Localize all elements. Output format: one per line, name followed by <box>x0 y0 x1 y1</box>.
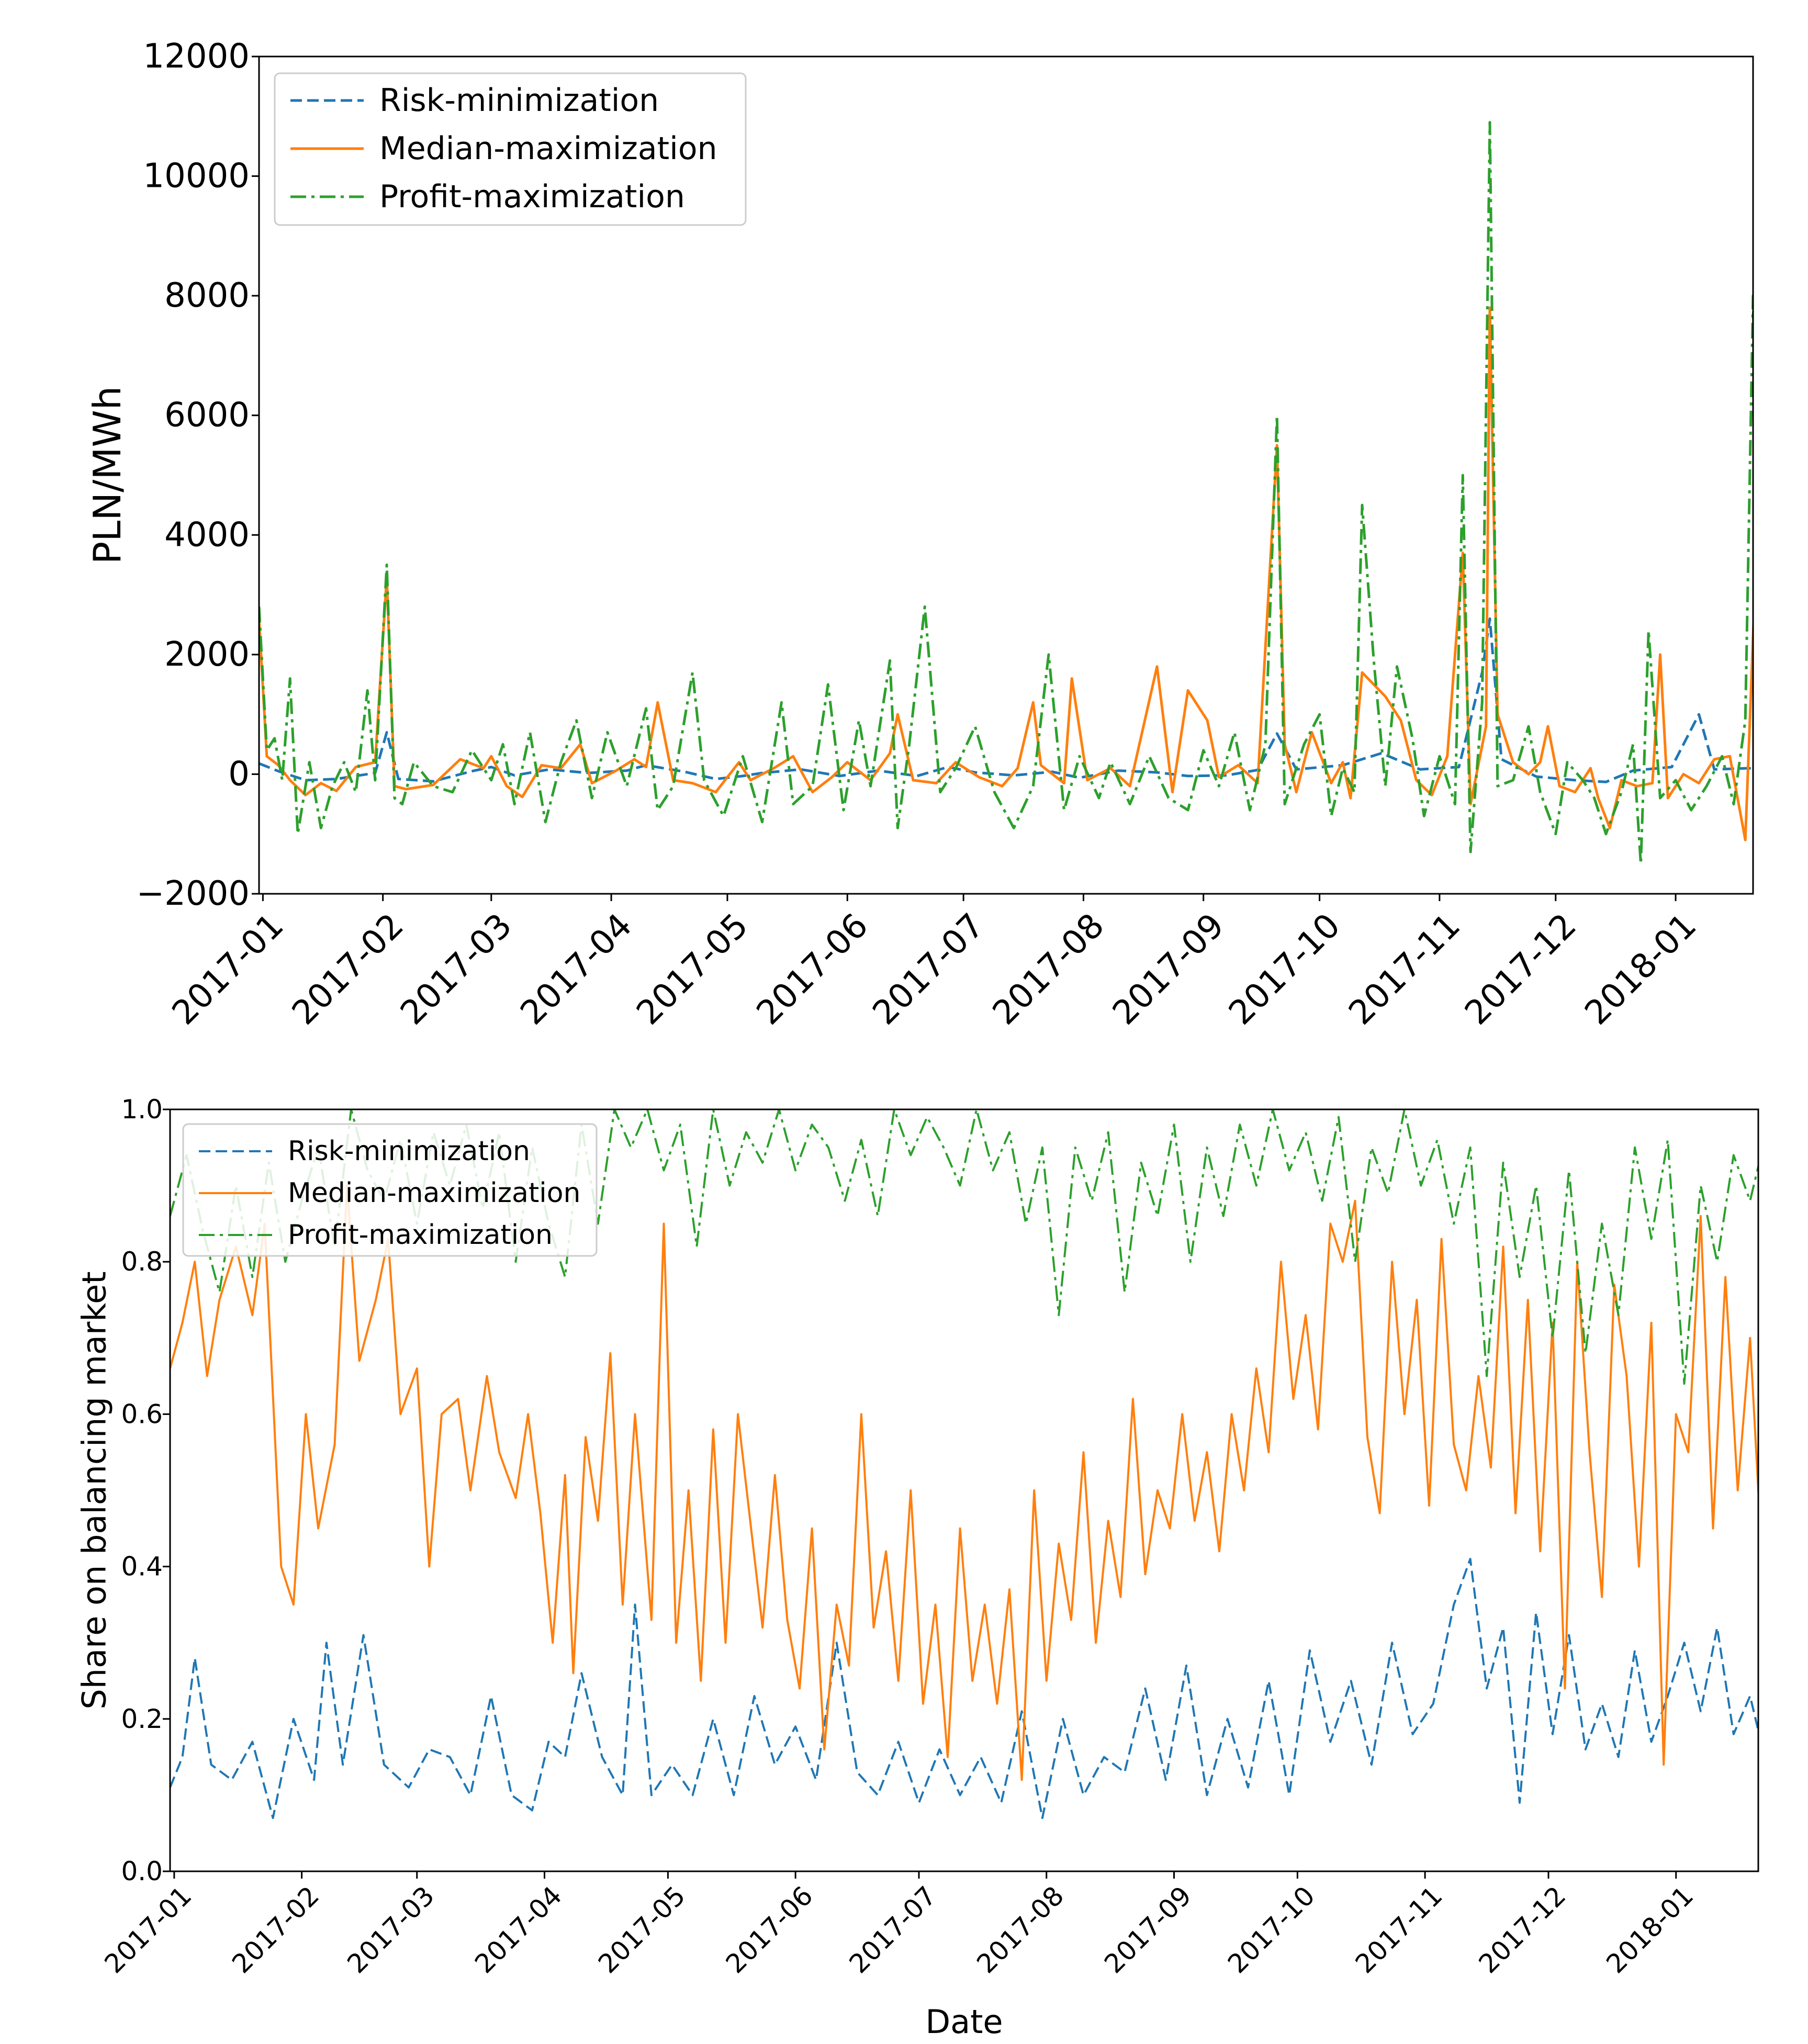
x-tick-label: 2017-09 <box>1105 906 1231 1032</box>
x-tick-label: 2017-11 <box>1350 1880 1448 1979</box>
x-tick-label: 2017-04 <box>513 906 639 1032</box>
y-tick-label: −2000 <box>137 874 250 913</box>
y-tick-label: 0.6 <box>121 1399 163 1429</box>
series-line-median-maximization <box>170 1184 1758 1781</box>
series-line-median-maximization <box>259 306 1753 841</box>
x-tick-label: 2017-08 <box>971 1880 1070 1979</box>
x-tick-label: 2017-01 <box>99 1880 198 1979</box>
legend-label: Risk-minimization <box>379 82 659 119</box>
x-tick-label: 2017-12 <box>1458 906 1584 1032</box>
x-axis-label: Date <box>925 2003 1003 2041</box>
x-tick-label: 2017-05 <box>592 1880 691 1979</box>
x-tick-label: 2017-04 <box>469 1880 568 1979</box>
series-line-risk-minimization <box>170 1558 1758 1820</box>
x-tick-label: 2017-02 <box>226 1880 325 1979</box>
legend: Risk-minimization Median-maximization Prof… <box>182 1123 598 1257</box>
legend-label: Profit-maximization <box>379 178 685 215</box>
x-tick-label: 2017-03 <box>393 906 519 1032</box>
legend: Risk-minimization Median-maximization Prof… <box>274 72 747 226</box>
x-tick-label: 2017-07 <box>866 906 992 1032</box>
series-line-risk-minimization <box>259 617 1753 783</box>
legend-label: Risk-minimization <box>288 1136 530 1167</box>
y-tick-label: 12000 <box>143 37 250 76</box>
plot-frame <box>258 55 1754 895</box>
y-tick-label: 0.4 <box>121 1552 163 1582</box>
x-tick-label: 2017-01 <box>165 906 291 1032</box>
y-tick-label: 2000 <box>164 635 250 674</box>
x-tick-label: 2017-06 <box>749 906 875 1032</box>
y-axis-label: PLN/MWh <box>85 386 129 565</box>
y-tick-label: 0.2 <box>121 1704 163 1734</box>
x-tick-label: 2017-10 <box>1221 906 1347 1032</box>
x-tick-label: 2017-02 <box>285 906 411 1032</box>
y-tick-label: 8000 <box>164 276 250 315</box>
x-tick-label: 2017-12 <box>1473 1880 1572 1979</box>
x-tick-label: 2017-09 <box>1098 1880 1197 1979</box>
x-tick-label: 2017-03 <box>342 1880 441 1979</box>
x-tick-label: 2017-07 <box>844 1880 942 1979</box>
y-tick-label: 1.0 <box>121 1094 163 1125</box>
x-tick-label: 2018-01 <box>1578 906 1704 1032</box>
plot-frame <box>169 1108 1759 1872</box>
legend-label: Median-maximization <box>379 130 717 167</box>
y-tick-label: 6000 <box>164 396 250 435</box>
legend-label: Median-maximization <box>288 1177 581 1209</box>
y-tick-label: 4000 <box>164 515 250 554</box>
x-tick-label: 2017-08 <box>985 906 1111 1032</box>
series-line-profit-maximization <box>259 121 1753 866</box>
legend-label: Profit-maximization <box>288 1219 553 1251</box>
x-tick-label: 2017-06 <box>720 1880 819 1979</box>
y-tick-label: 0.8 <box>121 1246 163 1277</box>
x-tick-label: 2017-10 <box>1222 1880 1321 1979</box>
x-tick-label: 2018-01 <box>1601 1880 1700 1979</box>
y-axis-label: Share on balancing market <box>75 1271 114 1709</box>
y-tick-label: 0.0 <box>121 1856 163 1886</box>
x-tick-label: 2017-05 <box>630 906 756 1032</box>
x-tick-label: 2017-11 <box>1342 906 1468 1032</box>
top-chart-price-plot: −20000200040006000800010000120002017-012… <box>85 37 1754 1032</box>
bottom-chart-share-plot: 0.0 0.2 0.4 0.6 0.8 1.0 2017-01 2017-02 2017-03 2… <box>75 1094 1759 2041</box>
y-tick-label: 10000 <box>143 157 250 196</box>
y-tick-label: 0 <box>228 755 250 793</box>
